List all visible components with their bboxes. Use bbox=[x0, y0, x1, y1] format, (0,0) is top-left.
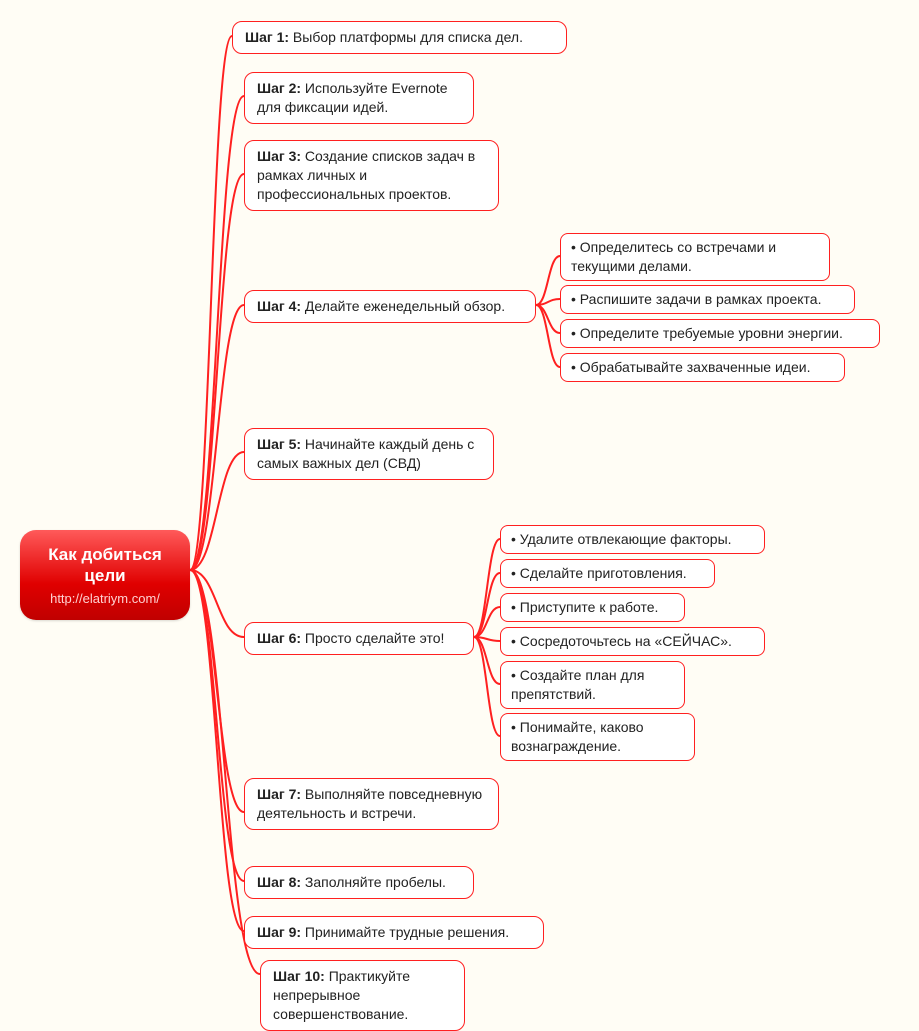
step-title: Шаг 3: bbox=[257, 148, 301, 164]
step-title: Шаг 6: bbox=[257, 630, 301, 646]
step-node: Шаг 7: Выполняйте повседневную деятельно… bbox=[244, 778, 499, 830]
root-title: Как добиться цели bbox=[38, 544, 172, 587]
sub-text: • Сделайте приготовления. bbox=[511, 565, 687, 581]
step-title: Шаг 7: bbox=[257, 786, 301, 802]
sub-node: • Обрабатывайте захваченные идеи. bbox=[560, 353, 845, 382]
step-title: Шаг 2: bbox=[257, 80, 301, 96]
step-text: Просто сделайте это! bbox=[301, 630, 444, 646]
step-node: Шаг 4: Делайте еженедельный обзор. bbox=[244, 290, 536, 323]
sub-text: • Сосредоточьтесь на «СЕЙЧАС». bbox=[511, 633, 732, 649]
step-text: Выбор платформы для списка дел. bbox=[289, 29, 523, 45]
step-title: Шаг 4: bbox=[257, 298, 301, 314]
sub-node: • Определитесь со встречами и текущими д… bbox=[560, 233, 830, 281]
root-node: Как добиться цели http://elatriym.com/ bbox=[20, 530, 190, 620]
sub-node: • Сосредоточьтесь на «СЕЙЧАС». bbox=[500, 627, 765, 656]
step-node: Шаг 5: Начинайте каждый день с самых важ… bbox=[244, 428, 494, 480]
sub-text: • Определитесь со встречами и текущими д… bbox=[571, 239, 776, 274]
step-node: Шаг 2: Используйте Evernote для фиксации… bbox=[244, 72, 474, 124]
sub-text: • Обрабатывайте захваченные идеи. bbox=[571, 359, 810, 375]
step-title: Шаг 10: bbox=[273, 968, 325, 984]
sub-node: • Сделайте приготовления. bbox=[500, 559, 715, 588]
step-node: Шаг 8: Заполняйте пробелы. bbox=[244, 866, 474, 899]
sub-text: • Создайте план для препятствий. bbox=[511, 667, 644, 702]
step-node: Шаг 9: Принимайте трудные решения. bbox=[244, 916, 544, 949]
step-title: Шаг 8: bbox=[257, 874, 301, 890]
sub-text: • Определите требуемые уровни энергии. bbox=[571, 325, 843, 341]
step-node: Шаг 1: Выбор платформы для списка дел. bbox=[232, 21, 567, 54]
sub-node: • Определите требуемые уровни энергии. bbox=[560, 319, 880, 348]
sub-node: • Создайте план для препятствий. bbox=[500, 661, 685, 709]
step-node: Шаг 6: Просто сделайте это! bbox=[244, 622, 474, 655]
sub-text: • Распишите задачи в рамках проекта. bbox=[571, 291, 821, 307]
step-title: Шаг 1: bbox=[245, 29, 289, 45]
step-node: Шаг 10: Практикуйте непрерывное совершен… bbox=[260, 960, 465, 1031]
sub-node: • Удалите отвлекающие факторы. bbox=[500, 525, 765, 554]
step-title: Шаг 5: bbox=[257, 436, 301, 452]
sub-text: • Понимайте, каково вознаграждение. bbox=[511, 719, 644, 754]
sub-node: • Приступите к работе. bbox=[500, 593, 685, 622]
root-url: http://elatriym.com/ bbox=[38, 591, 172, 606]
step-node: Шаг 3: Создание списков задач в рамках л… bbox=[244, 140, 499, 211]
step-text: Делайте еженедельный обзор. bbox=[301, 298, 505, 314]
sub-text: • Удалите отвлекающие факторы. bbox=[511, 531, 732, 547]
sub-node: • Распишите задачи в рамках проекта. bbox=[560, 285, 855, 314]
step-text: Принимайте трудные решения. bbox=[301, 924, 509, 940]
step-title: Шаг 9: bbox=[257, 924, 301, 940]
sub-text: • Приступите к работе. bbox=[511, 599, 658, 615]
step-text: Заполняйте пробелы. bbox=[301, 874, 446, 890]
sub-node: • Понимайте, каково вознаграждение. bbox=[500, 713, 695, 761]
